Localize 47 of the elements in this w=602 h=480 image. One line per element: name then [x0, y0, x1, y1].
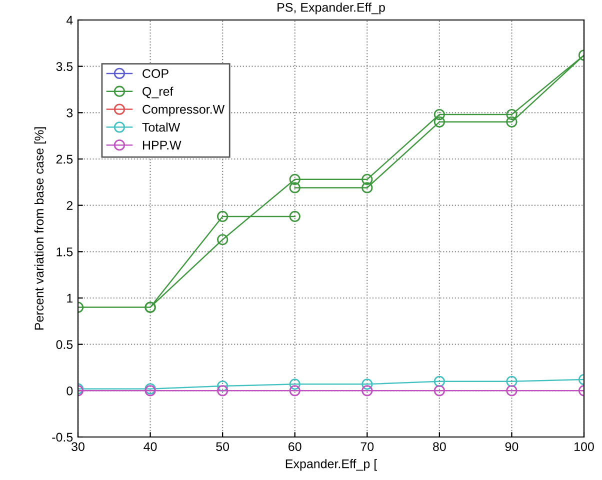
legend-label: COP — [142, 69, 168, 78]
chart-title: PS, Expander.Eff_p — [278, 2, 385, 14]
point — [506, 108, 518, 120]
point — [289, 210, 300, 222]
y-tick-label: 4 — [66, 16, 73, 25]
point — [289, 174, 300, 185]
y-tick-label: 0 — [66, 386, 73, 396]
y-tick-label: 1 — [67, 294, 73, 303]
point — [289, 385, 300, 396]
point — [434, 108, 445, 120]
x-tick-label: 60 — [288, 442, 302, 452]
point — [217, 234, 228, 246]
y-tick-label: 1.5 — [56, 248, 73, 256]
point — [289, 378, 300, 390]
point — [362, 174, 373, 185]
point — [362, 378, 373, 390]
y-tick-label: 3 — [66, 108, 73, 118]
point — [506, 376, 518, 387]
x-tick-label: 90 — [505, 442, 518, 452]
y-tick-label: 3.5 — [56, 62, 73, 71]
x-tick-label: 30 — [72, 442, 84, 452]
legend-label: Q_ref — [142, 86, 174, 98]
x-tick-label: 70 — [360, 442, 374, 452]
x-tick-label: 40 — [144, 442, 157, 452]
point — [217, 210, 228, 222]
legend-label: HPP.W — [142, 140, 182, 150]
point — [506, 385, 518, 396]
point — [362, 385, 373, 396]
y-tick-label: 2.5 — [56, 154, 73, 164]
y-tick-label: 0.5 — [56, 340, 73, 349]
y-axis-title: Percent variation from base case [%] — [34, 127, 46, 330]
point — [362, 182, 373, 194]
y-tick-label: 2 — [66, 201, 73, 210]
point — [434, 385, 445, 396]
x-tick-label: 50 — [216, 442, 230, 452]
legend-label: Compressor.W — [142, 104, 225, 116]
point — [506, 116, 518, 128]
point — [289, 182, 300, 194]
point — [434, 116, 445, 128]
x-tick-label: 80 — [433, 442, 446, 452]
y-tick-label: -0.5 — [52, 432, 73, 442]
point — [434, 376, 445, 387]
point — [217, 380, 228, 392]
x-axis-title: Expander.Eff_p [ — [286, 459, 378, 471]
legend-label: TotalW — [142, 122, 180, 132]
point — [217, 385, 228, 396]
x-tick-label: 100 — [574, 442, 594, 452]
